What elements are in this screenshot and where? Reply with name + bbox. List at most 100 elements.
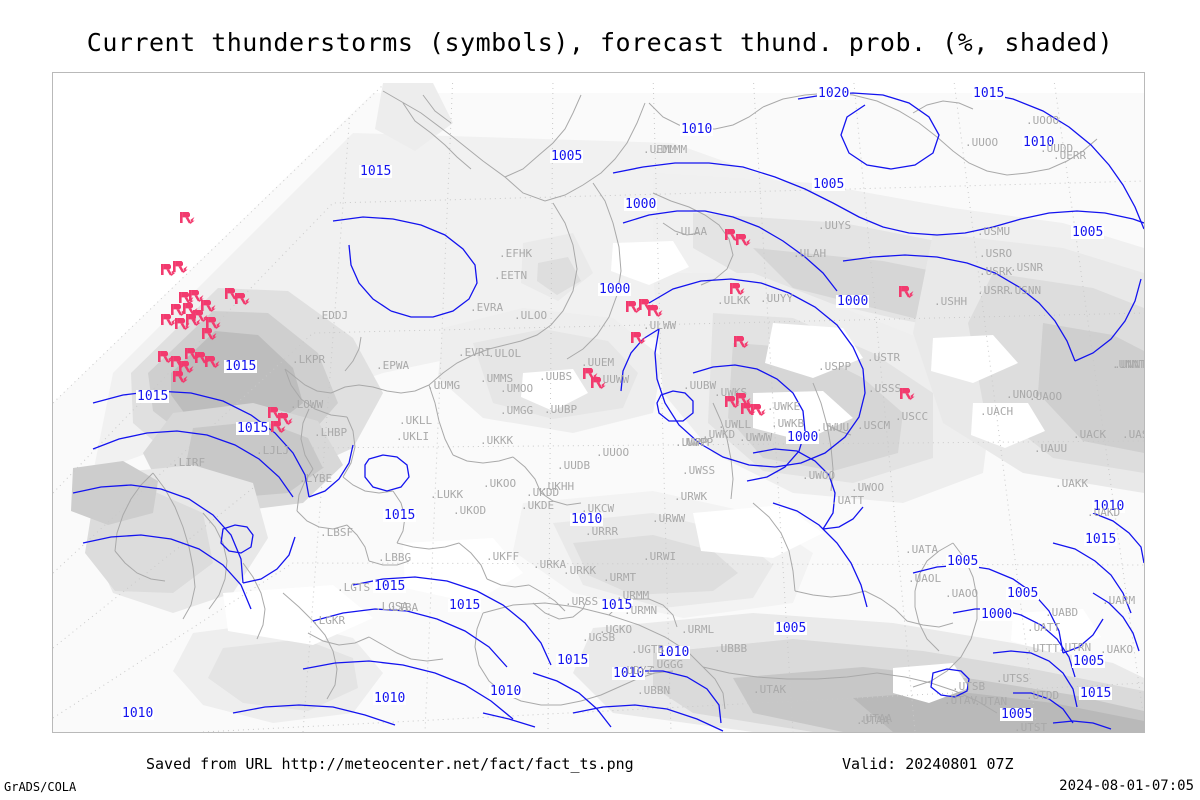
- isobar-label: 1005: [1000, 707, 1034, 722]
- station-label: .UUDD: [1040, 142, 1074, 155]
- station-label: .UTAA: [859, 712, 893, 725]
- isobar-label: 1015: [236, 421, 270, 436]
- page-title: Current thunderstorms (symbols), forecas…: [86, 28, 1114, 57]
- isobar-label: 1000: [980, 607, 1014, 622]
- isobar-label: 1015: [383, 508, 417, 523]
- station-label: .UUDB: [557, 459, 591, 472]
- station-label: .UUYY: [760, 292, 794, 305]
- station-label: .UTAN: [974, 695, 1008, 708]
- isobar-label: 1010: [489, 684, 523, 699]
- valid-time-text: Valid: 20240801 07Z: [842, 755, 1014, 773]
- station-label: .UMMS: [480, 372, 514, 385]
- isobar-label: 1015: [136, 389, 170, 404]
- isobar-label: 1010: [570, 512, 604, 527]
- thunderstorm-symbol: [160, 313, 176, 329]
- station-label: .URRR: [585, 525, 619, 538]
- isobar-label: 1005: [550, 149, 584, 164]
- station-label: .UWOO: [851, 481, 885, 494]
- station-label: .UWPP: [675, 436, 709, 449]
- station-label: .UWLL: [718, 418, 752, 431]
- thunderstorm-symbol: [735, 233, 751, 249]
- station-label: .UBBB: [714, 642, 748, 655]
- station-label: .UAKO: [1100, 643, 1134, 656]
- station-label: .UGKO: [599, 623, 633, 636]
- station-label: .UATT: [1027, 621, 1061, 634]
- isobar-label: 1005: [1072, 654, 1106, 669]
- station-label: .ULAH: [793, 247, 827, 260]
- station-label: .USRO: [979, 247, 1013, 260]
- station-label: .UUBS: [539, 370, 573, 383]
- station-label: .ULKK: [717, 294, 751, 307]
- station-label: .UUBP: [544, 403, 578, 416]
- station-label: .URWK: [674, 490, 708, 503]
- isobar-label: 1010: [373, 691, 407, 706]
- station-label: .URMT: [603, 571, 637, 584]
- station-label: .UAOO: [945, 587, 979, 600]
- thunderstorm-symbol: [733, 335, 749, 351]
- isobars: [72, 92, 1144, 732]
- isobar-label: 1005: [946, 554, 980, 569]
- station-label: .UTSS: [996, 672, 1030, 685]
- thunderstorm-symbol: [172, 370, 188, 386]
- station-label: .UMGG: [500, 404, 534, 417]
- isobar-label: 1010: [121, 706, 155, 721]
- isobar-label: 1015: [224, 359, 258, 374]
- isobar-label: 1015: [600, 598, 634, 613]
- isobar-label: 1005: [1071, 225, 1105, 240]
- station-label: .UDYZ: [620, 664, 654, 677]
- station-label: .UUOO: [596, 446, 630, 459]
- station-label: .UUOO: [965, 136, 999, 149]
- station-label: .ULOO: [514, 309, 548, 322]
- isobar-label: 1010: [680, 122, 714, 137]
- station-label: .URWI: [643, 550, 677, 563]
- station-label: .UATT: [831, 494, 865, 507]
- station-label: .UGTB: [631, 643, 665, 656]
- isobar-label: 1015: [373, 579, 407, 594]
- station-label: .UACK: [1073, 428, 1107, 441]
- thunderstorm-symbol: [647, 304, 663, 320]
- isobar-label: 1015: [359, 164, 393, 179]
- station-label: .LYBE: [299, 472, 333, 485]
- isobar-label: 1015: [1079, 686, 1113, 701]
- station-label: .UWSS: [682, 464, 716, 477]
- station-label: .USNR: [1010, 261, 1044, 274]
- source-url-text: Saved from URL http://meteocenter.net/fa…: [146, 755, 634, 773]
- isobar-label: 1015: [448, 598, 482, 613]
- station-label: .UTSB: [952, 680, 986, 693]
- station-label: .UARM: [1102, 594, 1136, 607]
- station-label: .UKOO: [483, 477, 517, 490]
- station-label: .LKPR: [292, 353, 326, 366]
- station-label: .USCM: [857, 419, 891, 432]
- station-label: .UWUU: [816, 421, 850, 434]
- thunderstorm-symbol: [185, 313, 201, 329]
- station-label: .UEMM: [643, 143, 677, 156]
- station-label: .UGSB: [582, 631, 616, 644]
- thunderstorm-symbol: [590, 376, 606, 392]
- station-label: .URMM: [616, 589, 650, 602]
- station-label: .URSS: [565, 595, 599, 608]
- thunderstorm-symbol: [898, 285, 914, 301]
- station-label: .USHH: [934, 295, 968, 308]
- station-label: .LOWW: [290, 398, 324, 411]
- station-label: .EETN: [494, 269, 528, 282]
- station-label: .LBBG: [378, 551, 412, 564]
- station-label: .LUKK: [430, 488, 464, 501]
- station-label: .UTTT: [1026, 642, 1060, 655]
- thunderstorm-symbol: [178, 360, 194, 376]
- station-label: .LIBA: [385, 601, 419, 614]
- station-label: .UWOO: [802, 469, 836, 482]
- station-label: .UTRN: [1058, 641, 1092, 654]
- station-label: .UAKD: [1087, 506, 1121, 519]
- station-label: .EVRI: [458, 346, 492, 359]
- thunderstorm-symbol: [899, 387, 915, 403]
- station-label: .LGTS: [337, 581, 371, 594]
- station-label: .USMU: [977, 225, 1011, 238]
- station-label: .UBBN: [637, 684, 671, 697]
- station-label: .UUBW: [683, 379, 717, 392]
- station-label: .UKDD: [526, 486, 560, 499]
- thunderstorm-symbol: [270, 420, 286, 436]
- isobar-label: 1000: [836, 294, 870, 309]
- station-label: .ULOL: [488, 347, 522, 360]
- station-label: .UATA: [905, 543, 939, 556]
